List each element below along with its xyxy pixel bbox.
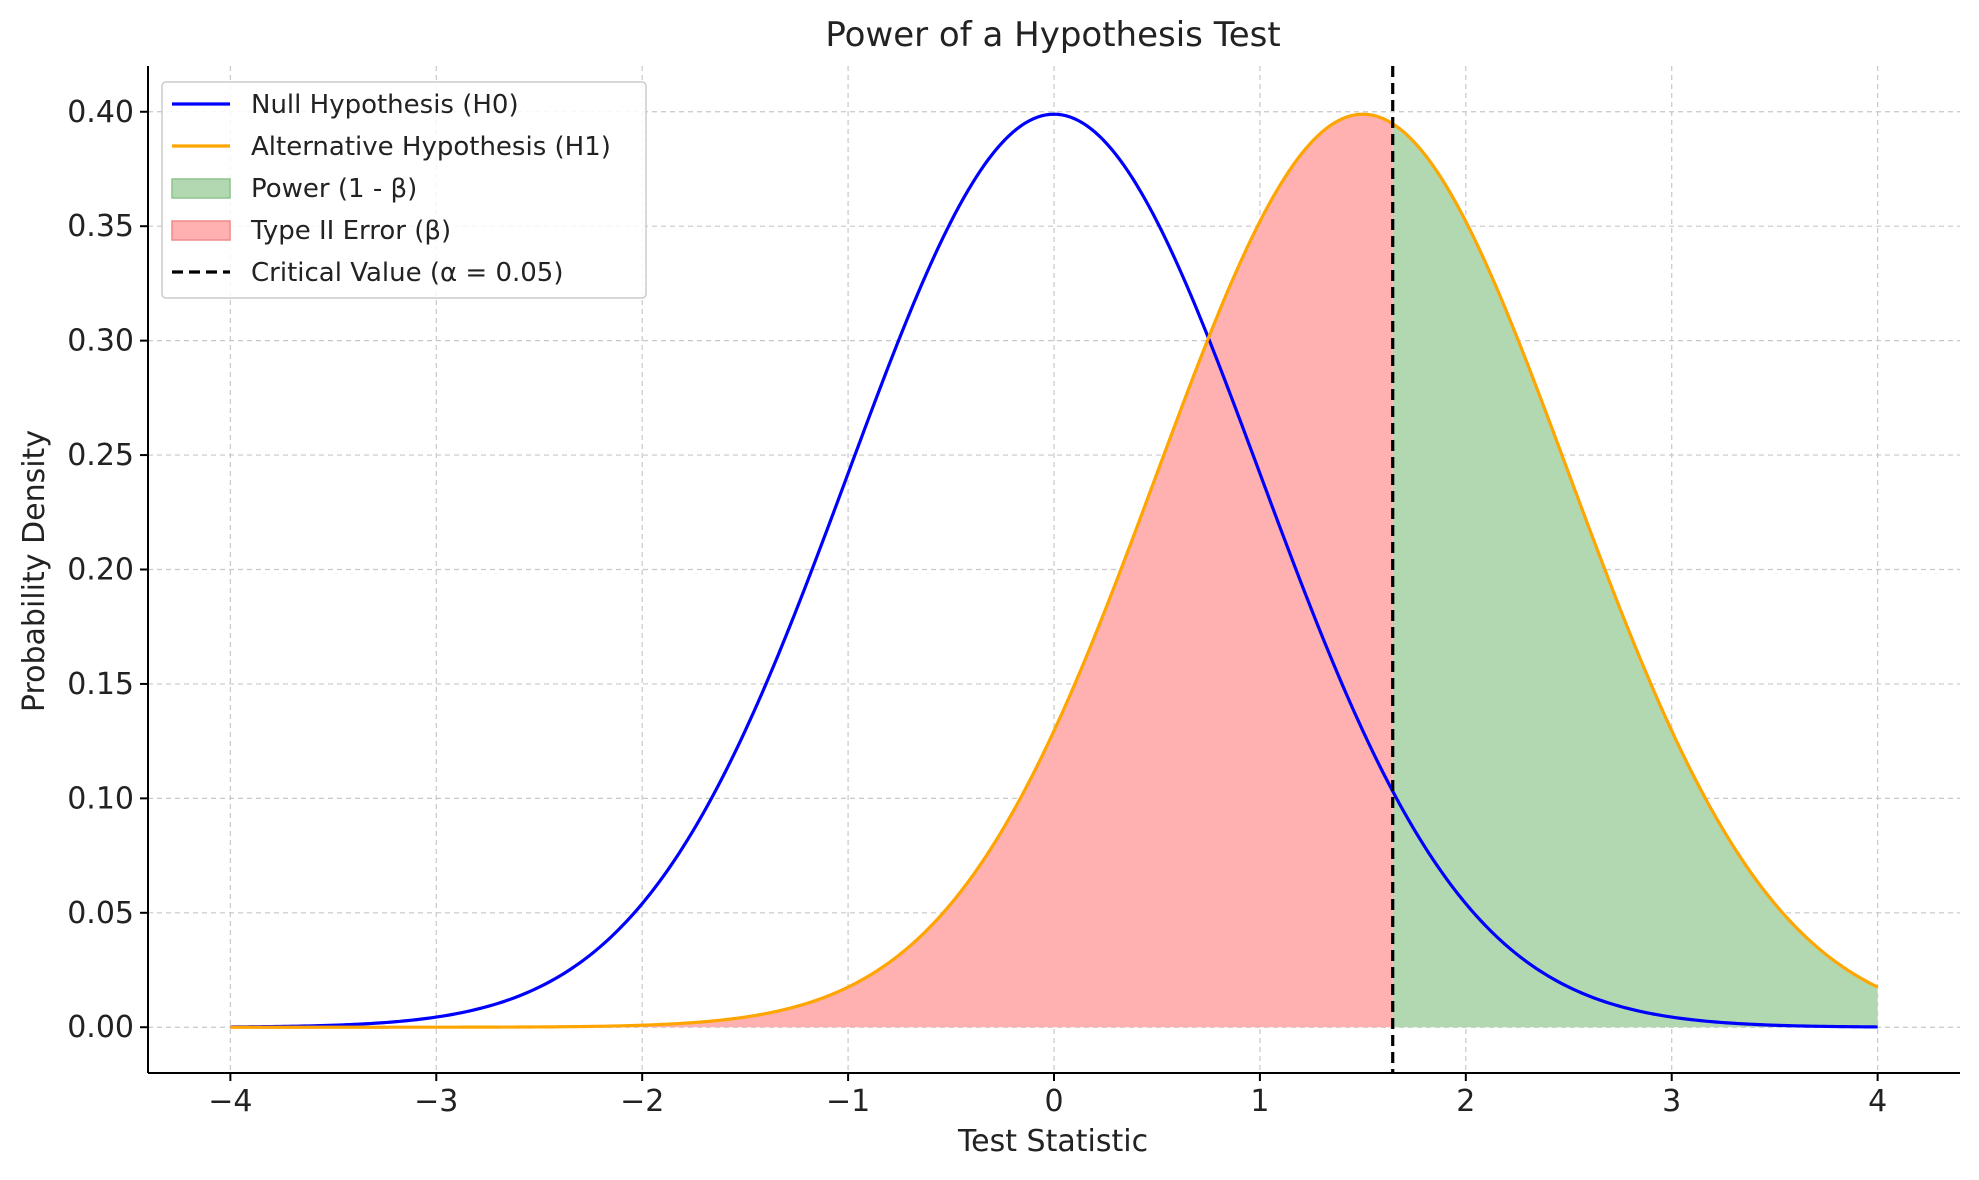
y-tick-label: 0.05 — [67, 896, 134, 931]
y-tick-label: 0.40 — [67, 95, 134, 130]
type-ii-error-area — [230, 114, 1393, 1028]
x-tick-label: −4 — [208, 1084, 252, 1119]
x-tick-label: −1 — [826, 1084, 870, 1119]
y-tick-label: 0.25 — [67, 438, 134, 473]
y-tick-label: 0.15 — [67, 667, 134, 702]
line-layer — [230, 66, 1879, 1073]
legend: Null Hypothesis (H0) Alternative Hypothes… — [161, 81, 647, 299]
ticks: −4 −3 −2 −1 0 1 2 3 4 0.00 0.05 0.10 0.15 0.20 0.25 0.3… — [67, 95, 1887, 1119]
y-tick-label: 0.30 — [67, 324, 134, 359]
legend-power-swatch — [171, 178, 231, 199]
y-tick-label: 0.35 — [67, 209, 134, 244]
legend-type-ii-error-swatch — [171, 220, 231, 241]
y-tick-label: 0.00 — [67, 1010, 134, 1045]
x-tick-label: 3 — [1662, 1084, 1681, 1119]
x-tick-label: 1 — [1250, 1084, 1269, 1119]
legend-alternative-label: Alternative Hypothesis (H1) — [251, 132, 611, 162]
null-hypothesis-curve — [230, 112, 1878, 1029]
legend-frame — [161, 81, 647, 299]
alternative-hypothesis-curve — [230, 112, 1879, 1029]
x-tick-label: 0 — [1044, 1084, 1063, 1119]
x-tick-label: 4 — [1868, 1084, 1887, 1119]
legend-power-label: Power (1 - β) — [251, 174, 417, 204]
legend-null-label: Null Hypothesis (H0) — [251, 90, 519, 120]
chart-title: Power of a Hypothesis Test — [825, 15, 1280, 55]
x-tick-label: 2 — [1456, 1084, 1475, 1119]
y-axis-label: Probability Density — [17, 430, 52, 712]
legend-critical-value-label: Critical Value (α = 0.05) — [251, 258, 564, 288]
y-tick-label: 0.10 — [67, 781, 134, 816]
x-tick-label: −2 — [620, 1084, 664, 1119]
y-tick-label: 0.20 — [67, 553, 134, 588]
area-layer — [230, 114, 1878, 1028]
x-tick-label: −3 — [414, 1084, 458, 1119]
legend-type-ii-error-label: Type II Error (β) — [250, 216, 451, 246]
x-axis-label: Test Statistic — [957, 1124, 1148, 1159]
power-area — [1392, 123, 1878, 1028]
